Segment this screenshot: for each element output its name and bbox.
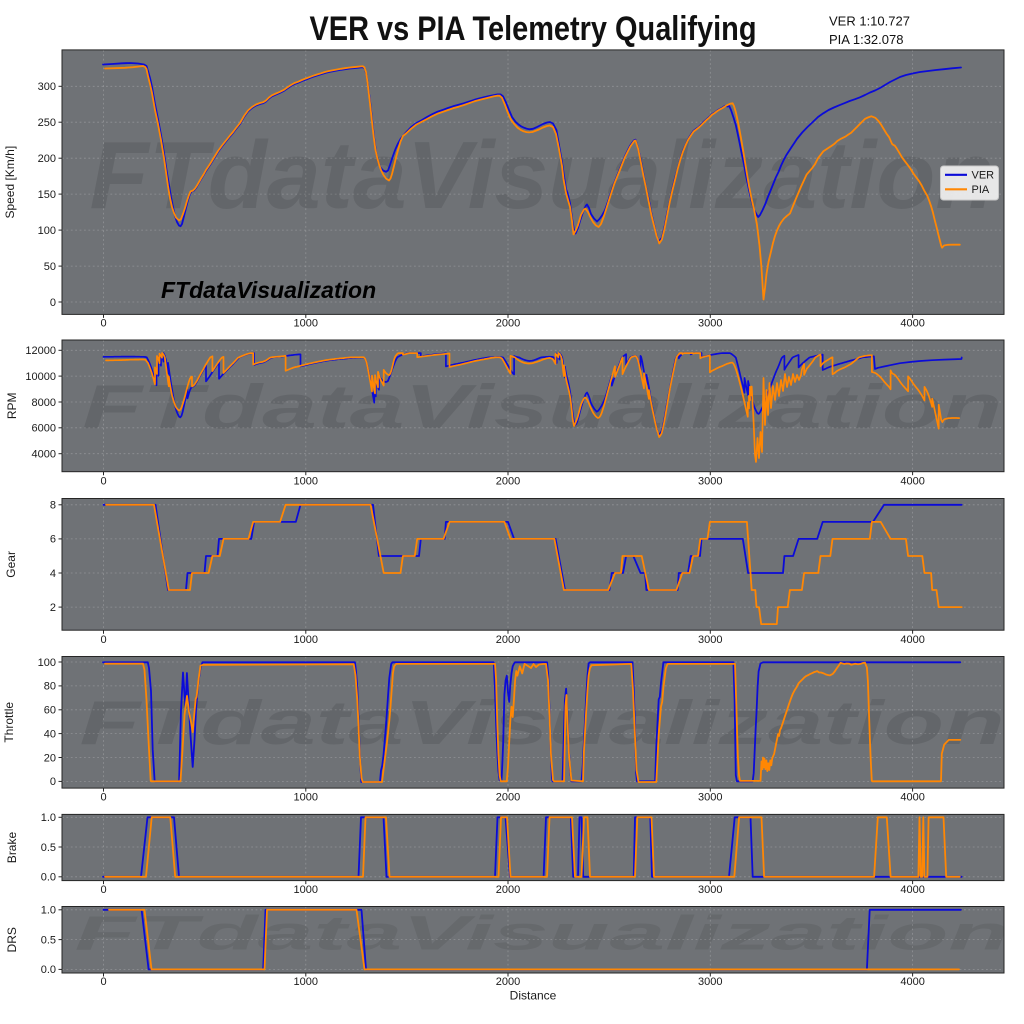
svg-text:12000: 12000 bbox=[25, 345, 56, 357]
svg-text:FTdataVisualization: FTdataVisualization bbox=[90, 122, 995, 229]
svg-text:0.5: 0.5 bbox=[41, 842, 56, 854]
svg-text:2: 2 bbox=[50, 602, 56, 614]
svg-text:0: 0 bbox=[100, 634, 106, 646]
svg-text:4000: 4000 bbox=[900, 792, 924, 804]
svg-text:100: 100 bbox=[38, 657, 56, 669]
svg-text:3000: 3000 bbox=[698, 634, 722, 646]
svg-text:8000: 8000 bbox=[32, 397, 56, 409]
svg-text:100: 100 bbox=[38, 225, 56, 237]
svg-text:1000: 1000 bbox=[294, 884, 318, 896]
svg-text:3000: 3000 bbox=[698, 976, 722, 988]
svg-text:6000: 6000 bbox=[32, 423, 56, 435]
svg-text:300: 300 bbox=[38, 81, 56, 93]
svg-text:250: 250 bbox=[38, 117, 56, 129]
svg-text:1000: 1000 bbox=[294, 976, 318, 988]
svg-text:20: 20 bbox=[44, 752, 56, 764]
svg-text:2000: 2000 bbox=[496, 634, 520, 646]
svg-text:2000: 2000 bbox=[496, 318, 520, 330]
svg-text:2000: 2000 bbox=[496, 476, 520, 488]
svg-text:RPM: RPM bbox=[5, 392, 19, 419]
svg-text:8: 8 bbox=[50, 500, 56, 512]
svg-text:PIA: PIA bbox=[972, 184, 990, 196]
svg-text:4000: 4000 bbox=[32, 449, 56, 461]
svg-text:4000: 4000 bbox=[900, 476, 924, 488]
svg-text:0: 0 bbox=[100, 884, 106, 896]
svg-text:0: 0 bbox=[50, 776, 56, 788]
svg-text:40: 40 bbox=[44, 728, 56, 740]
svg-text:VER 1:10.727: VER 1:10.727 bbox=[829, 14, 910, 29]
svg-text:0: 0 bbox=[50, 297, 56, 309]
svg-text:1000: 1000 bbox=[294, 792, 318, 804]
svg-text:DRS: DRS bbox=[5, 927, 19, 952]
svg-text:0: 0 bbox=[100, 792, 106, 804]
svg-text:4000: 4000 bbox=[900, 634, 924, 646]
svg-text:2000: 2000 bbox=[496, 792, 520, 804]
svg-text:10000: 10000 bbox=[25, 371, 56, 383]
svg-text:4000: 4000 bbox=[900, 976, 924, 988]
svg-text:1.0: 1.0 bbox=[41, 905, 56, 917]
svg-text:1.0: 1.0 bbox=[41, 812, 56, 824]
svg-text:200: 200 bbox=[38, 153, 56, 165]
svg-text:FTdataVisualization: FTdataVisualization bbox=[80, 689, 1005, 758]
svg-text:Throttle: Throttle bbox=[2, 702, 16, 743]
svg-text:VER vs PIA Telemetry Qualifyin: VER vs PIA Telemetry Qualifying bbox=[310, 10, 757, 48]
svg-text:0.0: 0.0 bbox=[41, 872, 56, 884]
svg-text:3000: 3000 bbox=[698, 884, 722, 896]
svg-text:6: 6 bbox=[50, 534, 56, 546]
svg-text:1000: 1000 bbox=[294, 318, 318, 330]
svg-text:2000: 2000 bbox=[496, 976, 520, 988]
svg-text:FTdataVisualization: FTdataVisualization bbox=[75, 908, 1010, 961]
svg-text:50: 50 bbox=[44, 261, 56, 273]
svg-text:150: 150 bbox=[38, 189, 56, 201]
svg-text:0: 0 bbox=[100, 476, 106, 488]
svg-text:2000: 2000 bbox=[496, 884, 520, 896]
svg-text:4: 4 bbox=[50, 568, 56, 580]
svg-text:3000: 3000 bbox=[698, 792, 722, 804]
svg-text:VER: VER bbox=[972, 170, 995, 182]
svg-text:PIA 1:32.078: PIA 1:32.078 bbox=[829, 32, 903, 47]
svg-text:FTdataVisualization: FTdataVisualization bbox=[161, 277, 376, 303]
svg-text:60: 60 bbox=[44, 705, 56, 717]
svg-text:0.5: 0.5 bbox=[41, 934, 56, 946]
svg-text:1000: 1000 bbox=[294, 476, 318, 488]
svg-text:4000: 4000 bbox=[900, 318, 924, 330]
svg-text:Gear: Gear bbox=[4, 551, 18, 578]
svg-text:80: 80 bbox=[44, 681, 56, 693]
svg-text:1000: 1000 bbox=[294, 634, 318, 646]
svg-text:0: 0 bbox=[100, 318, 106, 330]
svg-text:3000: 3000 bbox=[698, 318, 722, 330]
svg-text:FTdataVisualization: FTdataVisualization bbox=[82, 373, 1002, 442]
svg-text:Distance: Distance bbox=[510, 989, 557, 1003]
svg-text:0.0: 0.0 bbox=[41, 964, 56, 976]
svg-text:Speed [Km/h]: Speed [Km/h] bbox=[3, 146, 17, 219]
svg-text:3000: 3000 bbox=[698, 476, 722, 488]
svg-text:Brake: Brake bbox=[5, 832, 19, 864]
svg-text:0: 0 bbox=[100, 976, 106, 988]
svg-text:4000: 4000 bbox=[900, 884, 924, 896]
